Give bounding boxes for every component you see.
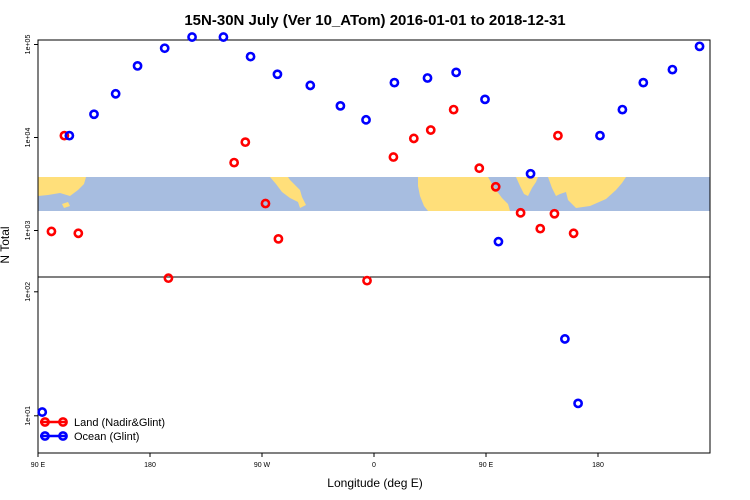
data-point xyxy=(110,88,121,99)
data-point xyxy=(73,228,84,239)
data-point xyxy=(694,41,705,52)
data-point xyxy=(240,137,251,148)
legend-label: Ocean (Glint) xyxy=(74,431,139,443)
data-point xyxy=(46,226,57,237)
data-point xyxy=(305,80,316,91)
data-point xyxy=(493,236,504,247)
data-point xyxy=(667,64,678,75)
data-point xyxy=(525,168,536,179)
data-point xyxy=(335,100,346,111)
world-map-strip xyxy=(38,177,710,211)
data-point xyxy=(422,73,433,83)
y-tick-label: 1e+04 xyxy=(25,128,32,148)
data-points xyxy=(37,32,705,417)
data-point xyxy=(573,398,583,409)
legend-marker xyxy=(58,417,68,427)
data-point xyxy=(89,109,99,120)
land-series xyxy=(46,104,579,286)
y-tick-label: 1e+02 xyxy=(25,282,32,302)
data-point xyxy=(568,228,579,239)
data-point xyxy=(361,114,371,125)
x-axis-label: Longitude (deg E) xyxy=(327,476,422,490)
data-point xyxy=(187,32,197,42)
data-point xyxy=(272,69,283,80)
x-tick-label: 180 xyxy=(144,462,156,469)
plot-frame xyxy=(37,39,711,454)
y-axis-label: N Total xyxy=(0,226,12,263)
legend-marker xyxy=(40,431,50,441)
data-point xyxy=(132,60,143,71)
data-point xyxy=(388,152,399,162)
data-point xyxy=(389,77,400,88)
data-point xyxy=(229,157,240,168)
data-point xyxy=(617,104,628,115)
legend-label: Land (Nadir&Glint) xyxy=(74,417,165,429)
data-point xyxy=(218,32,229,42)
data-point xyxy=(549,208,560,219)
data-point xyxy=(408,133,419,144)
data-point xyxy=(425,125,436,135)
legend-marker xyxy=(58,431,68,441)
map-land xyxy=(418,177,510,211)
data-point xyxy=(553,130,563,141)
x-tick-label: 0 xyxy=(372,462,376,469)
data-point xyxy=(163,273,174,284)
x-tick-label: 90 E xyxy=(31,462,46,469)
data-point xyxy=(59,130,70,141)
data-point xyxy=(474,163,485,174)
data-point xyxy=(451,67,462,78)
ocean-series xyxy=(37,32,705,417)
chart-title: 15N-30N July (Ver 10_ATom) 2016-01-01 to… xyxy=(184,12,565,29)
y-tick-label: 1e+05 xyxy=(25,35,32,55)
y-tick-label: 1e+01 xyxy=(25,406,32,426)
x-tick-label: 180 xyxy=(592,462,604,469)
map-land xyxy=(62,202,70,208)
data-point xyxy=(638,77,649,88)
data-point xyxy=(245,51,256,62)
x-tick-label: 90 W xyxy=(254,462,271,469)
axes: 90 E 180 90 W 0 90 E 180 1e+01 1e+02 1e+03 1e+04 1… xyxy=(25,35,711,469)
map-land xyxy=(38,177,86,196)
data-point xyxy=(490,181,501,192)
map-land xyxy=(516,177,538,196)
map-land xyxy=(603,183,608,190)
x-tick-label: 90 E xyxy=(479,462,494,469)
data-point xyxy=(448,104,459,115)
data-point xyxy=(515,207,526,218)
data-point xyxy=(159,43,170,54)
map-land xyxy=(270,177,306,208)
data-point xyxy=(362,275,372,286)
data-point xyxy=(260,198,271,209)
legend-marker xyxy=(40,417,50,427)
data-point xyxy=(595,130,605,141)
data-point xyxy=(273,233,284,244)
data-point xyxy=(480,94,490,105)
data-point xyxy=(64,130,75,141)
data-point xyxy=(535,223,546,234)
legend: Land (Nadir&Glint) Ocean (Glint) xyxy=(40,417,165,443)
data-point xyxy=(559,334,570,344)
data-point xyxy=(37,407,48,417)
y-tick-label: 1e+03 xyxy=(25,221,32,241)
